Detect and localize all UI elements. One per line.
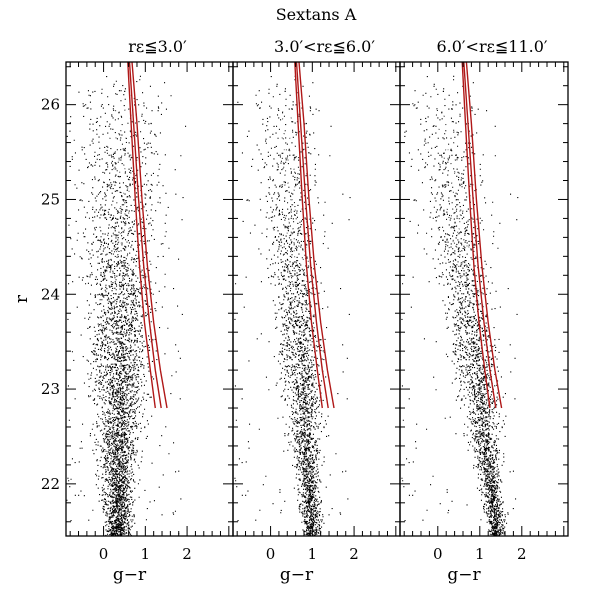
isochrone-2 xyxy=(128,62,162,409)
panel-title: 6.0′<rε≦11.0′ xyxy=(436,37,547,56)
isochrone-1 xyxy=(294,62,323,409)
y-tick-label: 26 xyxy=(41,96,60,114)
x-tick-label: 2 xyxy=(349,545,359,563)
panel-title: 3.0′<rε≦6.0′ xyxy=(274,37,375,56)
panel-frame xyxy=(65,61,234,537)
star-points xyxy=(401,75,519,536)
x-axis-label: g−r xyxy=(447,565,481,585)
star-points xyxy=(66,75,187,536)
density-core xyxy=(431,105,478,267)
y-tick-label: 24 xyxy=(41,285,60,303)
x-tick-label: 0 xyxy=(266,545,276,563)
x-tick-label: 1 xyxy=(141,545,151,563)
isochrone-1 xyxy=(127,62,156,409)
density-core xyxy=(269,104,309,267)
isochrone-1 xyxy=(461,62,491,409)
x-tick-label: 0 xyxy=(99,545,109,563)
panel-2: 0 1 2 g−r 3.0′<rε≦6.0′ xyxy=(232,37,401,585)
x-tick-label: 1 xyxy=(308,545,318,563)
density-core xyxy=(100,105,142,267)
panel-frame xyxy=(232,61,401,537)
x-tick-label: 0 xyxy=(433,545,443,563)
y-tick-label: 25 xyxy=(41,190,60,208)
x-axis-label: g−r xyxy=(113,565,147,585)
isochrone-3 xyxy=(131,62,168,409)
figure-title: Sextans A xyxy=(276,5,357,24)
y-axis-label: r xyxy=(12,294,32,303)
panel-frame xyxy=(399,61,569,537)
panel-title: rε≦3.0′ xyxy=(128,37,187,56)
isochrone-3 xyxy=(298,62,335,409)
x-axis-label: g−r xyxy=(280,565,314,585)
isochrone-3 xyxy=(465,62,503,409)
x-tick-label: 2 xyxy=(517,545,527,563)
x-tick-label: 1 xyxy=(475,545,485,563)
panel-3: 0 1 2 g−r 6.0′<rε≦11.0′ xyxy=(399,37,569,585)
y-tick-label: 23 xyxy=(41,380,60,398)
y-tick-label: 22 xyxy=(41,475,60,493)
isochrone-2 xyxy=(463,62,497,409)
isochrone-2 xyxy=(295,62,329,409)
x-tick-label: 2 xyxy=(182,545,192,563)
